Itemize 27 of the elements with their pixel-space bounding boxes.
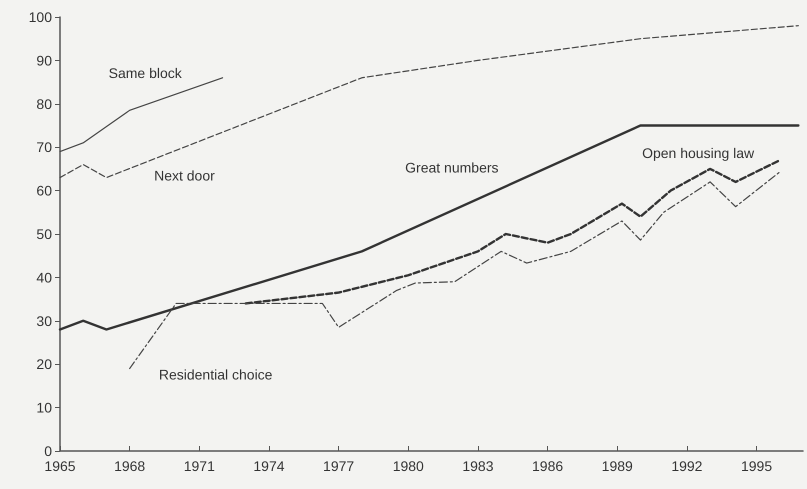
y-tick-label: 50 [36,226,52,242]
x-tick-label: 1992 [671,458,703,474]
x-tick-label: 1980 [392,458,424,474]
y-tick-label: 70 [36,139,52,156]
series-label: Next door [154,168,216,184]
y-tick-label: 90 [36,52,52,68]
y-tick-label: 0 [44,443,52,459]
y-tick-label: 100 [28,9,52,25]
x-tick-label: 1986 [532,458,564,474]
x-tick-label: 1995 [740,458,772,474]
y-tick-label: 80 [36,96,52,112]
y-tick-label: 60 [36,182,52,199]
series-label: Same block [108,64,183,81]
y-tick-label: 20 [36,356,52,372]
x-tick-label: 1983 [462,458,494,474]
series-label: Residential choice [158,366,273,383]
x-tick-label: 1989 [602,458,634,474]
x-tick-label: 1974 [253,458,285,474]
x-tick-label: 1977 [323,458,354,474]
y-tick-label: 10 [36,400,52,416]
x-tick-label: 1965 [44,458,76,474]
series-label: Great numbers [405,159,499,176]
x-tick-label: 1968 [114,458,146,474]
y-tick-label: 30 [36,312,52,329]
series-label: Open housing law [642,144,756,161]
x-tick-label: 1971 [184,458,216,474]
y-tick-label: 40 [36,269,52,286]
